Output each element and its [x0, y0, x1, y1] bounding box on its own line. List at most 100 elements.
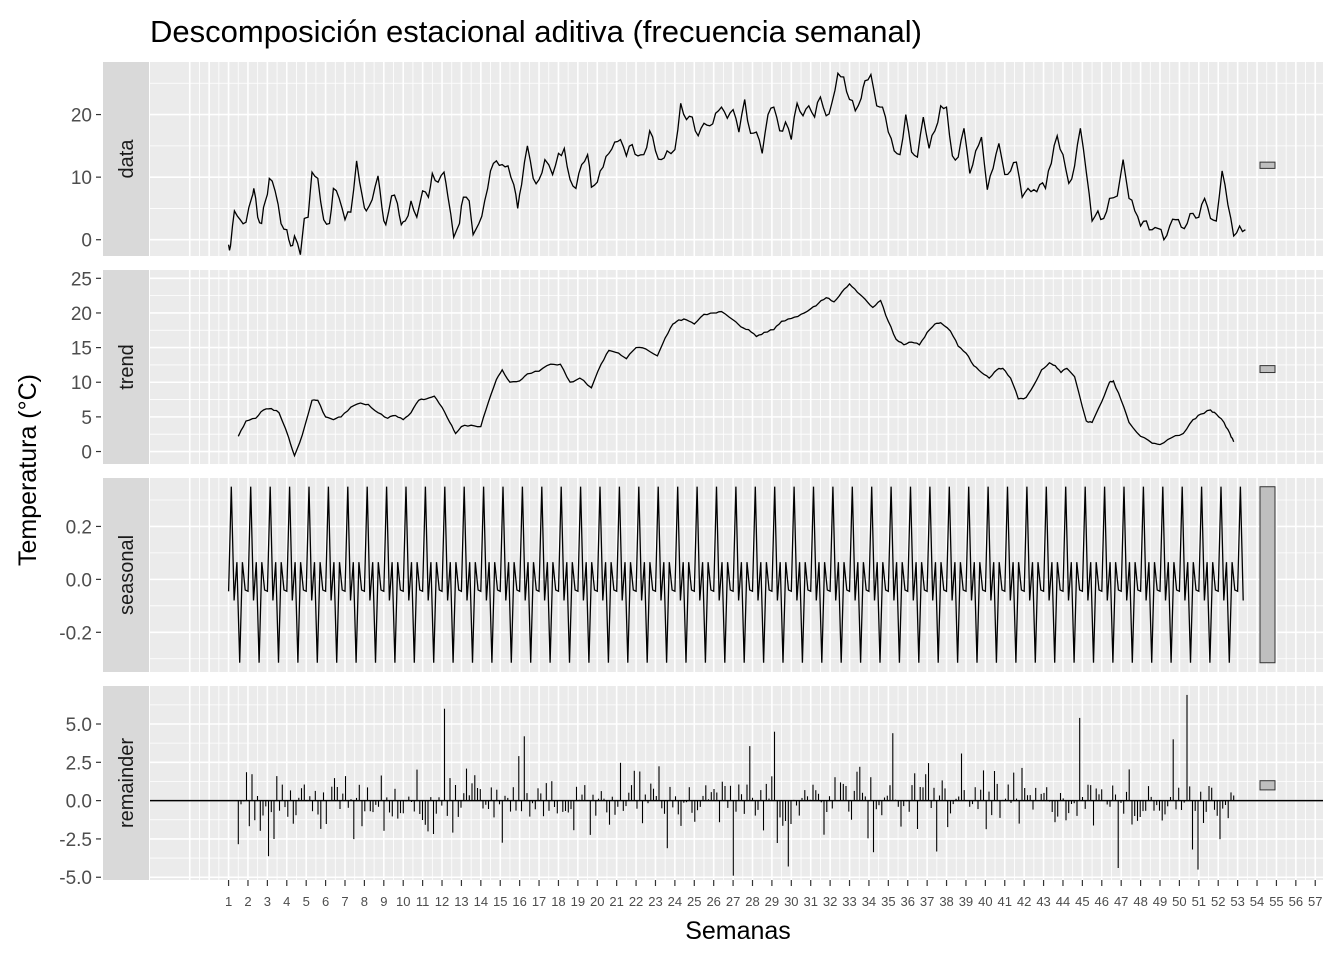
series-line-data: [227, 71, 1246, 255]
y-ticks-trend: 0 5 10 15 20 25: [71, 269, 101, 464]
y-tick-label: 5.0: [66, 715, 92, 736]
x-tick-label: 18: [551, 894, 565, 909]
strip-trend: [103, 270, 149, 464]
x-tick-label: 24: [668, 894, 682, 909]
strip-data: [103, 62, 149, 256]
x-tick-label: 50: [1172, 894, 1186, 909]
facet-panels: data 0 10 20 trend 0 5 10 15 20 25 seasonal -0.2 0.0 0…: [59, 62, 1323, 889]
x-tick-label: 23: [648, 894, 662, 909]
x-tick-label: 43: [1036, 894, 1050, 909]
y-ticks-remainder: -5.0 -2.5 0.0 2.5 5.0: [59, 715, 101, 889]
y-tick-label: 0.2: [66, 517, 92, 538]
x-tick-label: 15: [493, 894, 507, 909]
y-tick-label: 15: [71, 339, 92, 360]
x-tick-label: 22: [629, 894, 643, 909]
x-tick-label: 3: [264, 894, 271, 909]
x-tick-label: 30: [784, 894, 798, 909]
x-tick-label: 47: [1114, 894, 1128, 909]
y-tick-label: 20: [71, 106, 92, 127]
x-tick-label: 17: [532, 894, 546, 909]
x-tick-label: 10: [396, 894, 410, 909]
strip-seasonal: [103, 478, 149, 672]
facet-data: data 0 10 20: [71, 62, 1323, 256]
x-tick-label: 21: [609, 894, 623, 909]
y-tick-label: 0: [81, 443, 92, 464]
x-tick-label: 11: [416, 894, 430, 909]
x-tick-label: 5: [303, 894, 310, 909]
x-tick-label: 32: [823, 894, 837, 909]
x-tick-label: 52: [1211, 894, 1225, 909]
series-line-seasonal: [227, 486, 1244, 663]
y-axis-title: Temperatura (°C): [14, 374, 42, 566]
x-tick-label: 8: [361, 894, 368, 909]
x-tick-label: 53: [1230, 894, 1244, 909]
x-tick-label: 51: [1192, 894, 1206, 909]
x-axis: 1 2 3 4 5 6 7 8 9 10 11 12 13 14 15 16 17 18 19 20 21 22 23 24 2…: [225, 880, 1322, 909]
y-tick-label: 5: [81, 408, 92, 429]
grid-remainder: [150, 686, 1323, 880]
strip-label-seasonal: seasonal: [116, 535, 138, 615]
y-tick-label: 2.5: [66, 753, 92, 774]
y-tick-label: 10: [71, 168, 92, 189]
x-tick-label: 19: [571, 894, 585, 909]
x-tick-label: 54: [1250, 894, 1264, 909]
x-tick-label: 31: [803, 894, 817, 909]
grid-data: [150, 62, 1323, 256]
x-tick-label: 20: [590, 894, 604, 909]
x-tick-label: 16: [512, 894, 526, 909]
y-tick-label: 10: [71, 373, 92, 394]
x-tick-label: 38: [939, 894, 953, 909]
x-tick-label: 4: [283, 894, 290, 909]
x-axis-title: Semanas: [685, 917, 791, 945]
scale-bar-remainder: [1259, 780, 1276, 791]
x-tick-label: 26: [706, 894, 720, 909]
y-tick-label: 25: [71, 269, 92, 290]
x-tick-label: 36: [901, 894, 915, 909]
chart-title: Descomposición estacional aditiva (frecu…: [150, 14, 922, 49]
x-tick-label: 49: [1153, 894, 1167, 909]
x-tick-label: 46: [1095, 894, 1109, 909]
x-tick-label: 25: [687, 894, 701, 909]
x-tick-label: 41: [998, 894, 1012, 909]
y-ticks-data: 0 10 20: [71, 106, 101, 252]
strip-label-data: data: [116, 139, 138, 179]
x-tick-label: 37: [920, 894, 934, 909]
scale-bar-data: [1259, 161, 1276, 169]
series-line-trend: [237, 282, 1235, 458]
y-tick-label: 0: [81, 231, 92, 252]
x-tick-label: 9: [380, 894, 387, 909]
x-tick-label: 42: [1017, 894, 1031, 909]
y-tick-label: -5.0: [59, 868, 92, 889]
x-tick-label: 45: [1075, 894, 1089, 909]
y-tick-label: -0.2: [59, 623, 92, 644]
x-tick-label: 34: [862, 894, 876, 909]
y-tick-label: 0.0: [66, 570, 92, 591]
x-tick-label: 13: [454, 894, 468, 909]
strip-label-trend: trend: [116, 344, 138, 390]
x-tick-label: 1: [225, 894, 232, 909]
x-tick-label: 12: [435, 894, 449, 909]
x-tick-label: 44: [1056, 894, 1070, 909]
x-tick-label: 2: [244, 894, 251, 909]
x-tick-label: 35: [881, 894, 895, 909]
x-tick-label: 14: [474, 894, 488, 909]
x-tick-label: 7: [341, 894, 348, 909]
x-tick-label: 33: [842, 894, 856, 909]
x-tick-label: 27: [726, 894, 740, 909]
y-tick-label: -2.5: [59, 830, 92, 851]
y-tick-label: 0.0: [66, 792, 92, 813]
strip-remainder: [103, 686, 149, 880]
facet-trend: trend 0 5 10 15 20 25: [71, 269, 1323, 464]
y-tick-label: 20: [71, 304, 92, 325]
facet-seasonal: seasonal -0.2 0.0 0.2: [59, 478, 1323, 672]
x-tick-label: 28: [745, 894, 759, 909]
x-tick-label: 40: [978, 894, 992, 909]
x-tick-label: 57: [1308, 894, 1322, 909]
x-tick-label: 56: [1289, 894, 1303, 909]
x-tick-label: 29: [765, 894, 779, 909]
strip-label-remainder: remainder: [116, 738, 138, 828]
facet-remainder: remainder -5.0 -2.5 0.0 2.5 5.0: [59, 686, 1323, 889]
x-tick-label: 39: [959, 894, 973, 909]
scale-bar-seasonal: [1259, 486, 1276, 664]
